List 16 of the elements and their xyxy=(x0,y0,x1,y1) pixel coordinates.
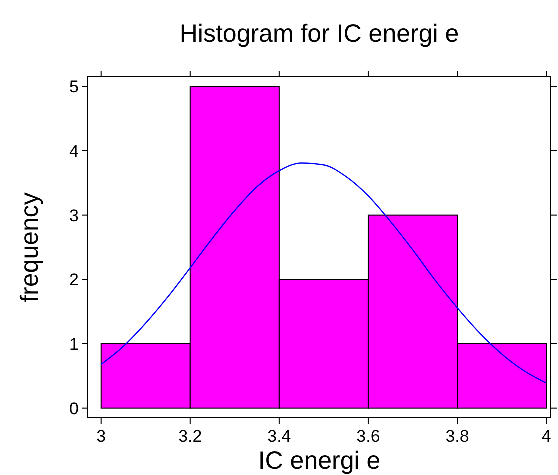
y-tick-label: 5 xyxy=(70,78,79,97)
chart-title: Histogram for IC energi e xyxy=(180,20,460,48)
line-series xyxy=(100,162,548,384)
x-tick-label: 3.6 xyxy=(356,427,380,446)
x-tick-label: 4 xyxy=(542,427,552,446)
y-tick-label: 4 xyxy=(70,142,79,161)
x-tick-label: 3 xyxy=(96,427,106,446)
y-tick-label: 0 xyxy=(70,399,79,418)
y-tick-label: 2 xyxy=(70,270,79,290)
y-axis-title: frequency xyxy=(16,192,44,302)
y-tick-label: 3 xyxy=(70,206,79,226)
x-tick-label: 3.4 xyxy=(268,427,292,446)
y-tick-label: 1 xyxy=(70,335,79,354)
x-tick-label: 3.2 xyxy=(178,427,202,446)
x-tick-label: 3.8 xyxy=(446,427,470,446)
x-axis-title: IC energi e xyxy=(258,447,381,475)
